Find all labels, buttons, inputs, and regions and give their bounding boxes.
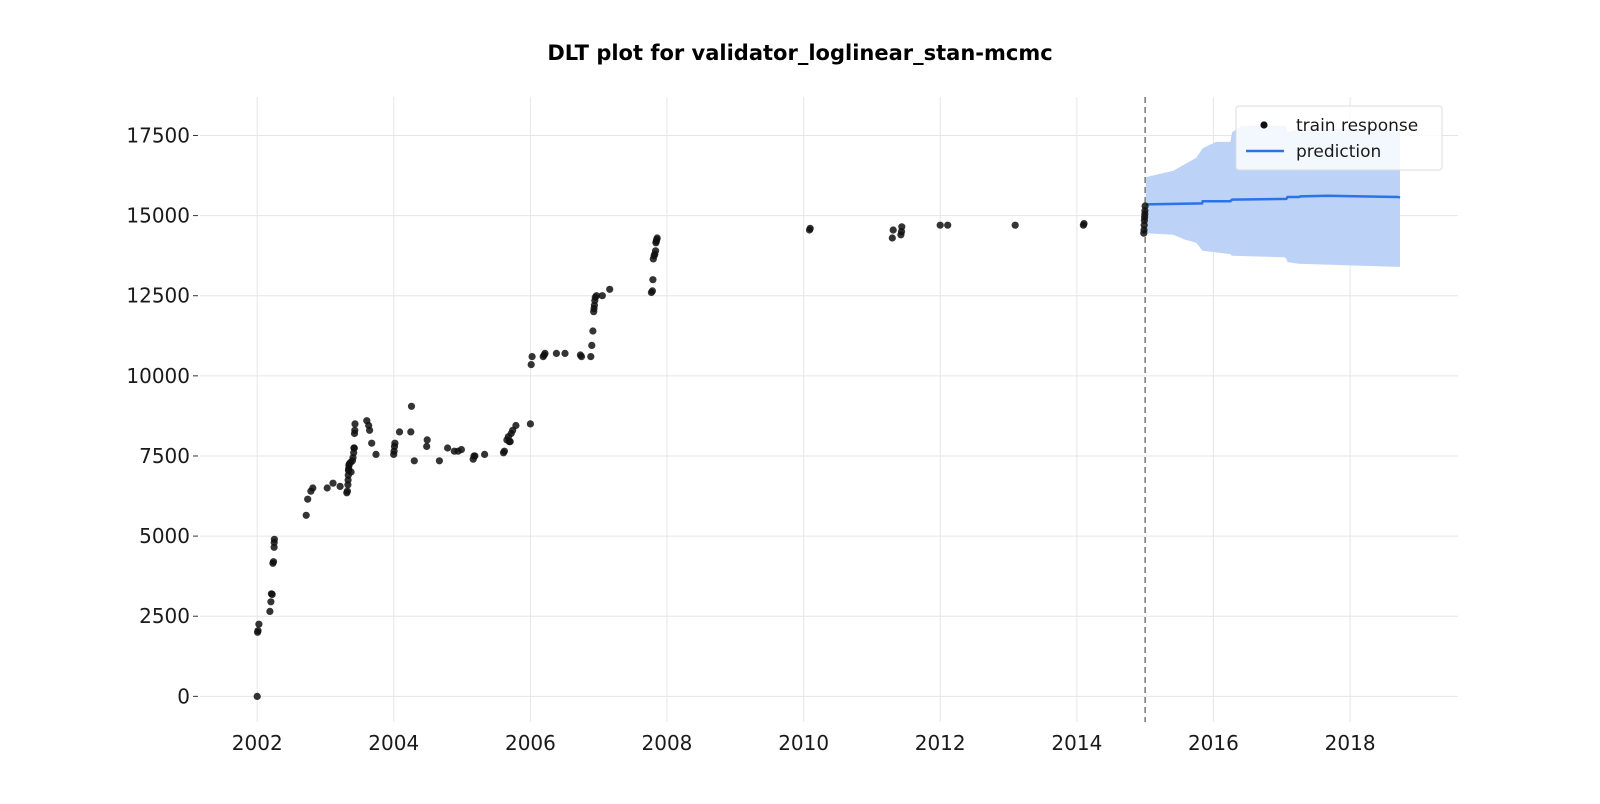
train-response-point — [500, 447, 508, 455]
train-response-point — [309, 484, 317, 492]
train-response-point — [254, 627, 262, 635]
train-response-point — [481, 450, 489, 458]
train-response-point — [527, 361, 535, 369]
train-response-point — [889, 226, 897, 234]
legend-label-prediction: prediction — [1296, 142, 1381, 162]
y-tick-label: 12500 — [126, 284, 190, 308]
train-response-point — [347, 468, 355, 476]
train-response-point — [649, 276, 657, 284]
train-response-point — [351, 420, 359, 428]
train-response-point — [368, 439, 376, 447]
train-response-point — [588, 341, 596, 349]
y-tick-label: 15000 — [126, 204, 190, 228]
train-response-point — [512, 421, 520, 430]
x-tick-label: 2006 — [505, 731, 556, 755]
train-response-point — [457, 446, 465, 454]
train-response-point — [391, 439, 399, 447]
legend-marker-train-response — [1260, 121, 1268, 129]
grid-layer — [200, 97, 1458, 722]
train-response-point — [336, 482, 344, 490]
train-response-point — [648, 287, 657, 295]
train-response-point — [350, 444, 358, 452]
y-tick-label: 5000 — [139, 524, 190, 548]
train-response-point — [592, 292, 601, 300]
train-response-point — [423, 436, 431, 444]
chart-title: DLT plot for validator_loglinear_stan-mc… — [547, 41, 1052, 65]
train-response-point — [423, 442, 431, 450]
train-response-point — [652, 247, 660, 255]
train-response-point — [253, 692, 261, 701]
x-tick-label: 2018 — [1325, 731, 1376, 755]
train-response-point — [266, 607, 274, 616]
train-response-point — [267, 598, 275, 606]
train-response-point — [528, 353, 536, 361]
train-response-point — [506, 438, 514, 446]
train-response-point — [255, 620, 263, 628]
train-response-point — [435, 457, 443, 465]
train-response-point — [323, 484, 331, 492]
train-response-point — [1080, 220, 1088, 228]
train-response-point — [372, 450, 380, 458]
legend: train response prediction — [1235, 105, 1443, 171]
train-response-point — [526, 420, 535, 428]
train-response-point — [410, 457, 418, 465]
train-response-layer — [253, 202, 1149, 701]
train-response-point — [407, 402, 416, 410]
x-tick-label: 2010 — [778, 731, 829, 755]
legend-box — [1235, 105, 1443, 171]
train-response-point — [1141, 202, 1149, 210]
x-tick-label: 2014 — [1051, 731, 1102, 755]
train-response-point — [577, 353, 586, 361]
train-response-point — [302, 511, 310, 519]
train-response-point — [329, 479, 337, 487]
train-response-point — [343, 487, 351, 495]
y-tick-label: 7500 — [139, 444, 190, 468]
train-response-point — [589, 327, 597, 335]
train-response-point — [598, 292, 606, 300]
x-tick-label: 2016 — [1188, 731, 1239, 755]
legend-label-train-response: train response — [1296, 116, 1418, 136]
x-tick-label: 2008 — [642, 731, 693, 755]
train-response-point — [587, 353, 595, 361]
x-tick-label: 2004 — [368, 731, 419, 755]
train-response-point — [407, 428, 415, 436]
train-response-point — [366, 426, 374, 434]
train-response-point — [351, 426, 359, 434]
train-response-point — [944, 221, 952, 229]
train-response-point — [471, 452, 479, 460]
train-response-point — [806, 224, 814, 232]
y-tick-label: 10000 — [126, 364, 190, 388]
y-tick-label: 2500 — [139, 604, 190, 628]
x-tick-label: 2002 — [232, 731, 283, 755]
axis-layer: 2002 2004 2006 2008 2010 2012 2014 2016 2018 0 250… — [126, 123, 1375, 755]
train-response-point — [561, 349, 569, 357]
train-response-point — [270, 535, 278, 543]
train-response-point — [1011, 221, 1019, 229]
y-tick-label: 0 — [177, 684, 190, 708]
train-response-point — [888, 234, 896, 242]
train-response-point — [898, 223, 906, 231]
train-response-point — [269, 558, 278, 566]
train-response-point — [936, 221, 944, 229]
train-response-point — [653, 234, 661, 242]
y-tick-label: 17500 — [126, 123, 190, 147]
train-response-point — [541, 349, 549, 357]
x-tick-label: 2012 — [915, 731, 966, 755]
prediction-layer — [1145, 194, 1401, 206]
train-response-point — [552, 349, 561, 357]
train-response-point — [395, 428, 404, 436]
train-response-point — [444, 444, 452, 452]
train-response-point — [606, 285, 614, 293]
train-response-point — [304, 495, 312, 503]
prediction-line — [1145, 194, 1401, 206]
train-response-point — [268, 590, 276, 599]
